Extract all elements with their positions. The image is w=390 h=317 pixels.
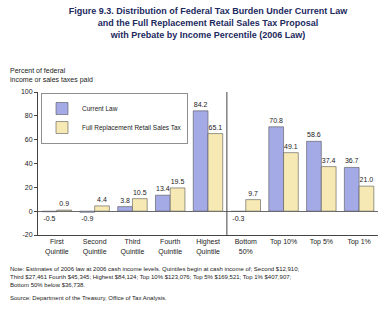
svg-text:FirstQuintile: FirstQuintile [45, 238, 69, 255]
svg-text:20: 20 [25, 184, 33, 191]
svg-text:36.7: 36.7 [345, 157, 359, 164]
svg-text:Figure 9.3. Distribution of Fe: Figure 9.3. Distribution of Federal Tax … [69, 6, 348, 39]
svg-text:Top 1%: Top 1% [347, 238, 370, 246]
svg-text:100: 100 [21, 88, 33, 95]
svg-text:Bottom50%: Bottom50% [235, 238, 257, 254]
svg-text:-0.5: -0.5 [43, 215, 55, 222]
svg-text:Top 10%: Top 10% [270, 238, 297, 246]
svg-text:10.5: 10.5 [133, 189, 147, 196]
svg-text:Top 5%: Top 5% [310, 238, 333, 246]
svg-text:37.4: 37.4 [322, 157, 336, 164]
svg-text:4.4: 4.4 [97, 196, 107, 203]
svg-text:-0.9: -0.9 [81, 215, 93, 222]
svg-text:Full Replacement Retail Sales: Full Replacement Retail Sales Tax [82, 124, 182, 132]
svg-text:60: 60 [25, 136, 33, 143]
svg-text:19.5: 19.5 [171, 178, 185, 185]
svg-text:70.8: 70.8 [269, 117, 283, 124]
svg-text:0: 0 [29, 208, 33, 215]
svg-text:FourthQuintile: FourthQuintile [158, 238, 182, 255]
svg-text:HighestQuintile: HighestQuintile [196, 238, 220, 255]
svg-text:0.9: 0.9 [59, 200, 69, 207]
svg-text:65.1: 65.1 [208, 124, 222, 131]
svg-text:-20: -20 [22, 231, 32, 238]
svg-text:Note: Estimates of 2006 law at: Note: Estimates of 2006 law at 2006 cash… [10, 266, 300, 288]
svg-text:21.0: 21.0 [360, 176, 374, 183]
svg-text:13.4: 13.4 [156, 185, 170, 192]
svg-text:40: 40 [25, 160, 33, 167]
svg-text:80: 80 [25, 112, 33, 119]
svg-text:58.6: 58.6 [307, 131, 321, 138]
svg-text:-0.3: -0.3 [232, 215, 244, 222]
svg-text:9.7: 9.7 [248, 190, 258, 197]
svg-text:3.8: 3.8 [120, 197, 130, 204]
svg-text:Current Law: Current Law [82, 105, 118, 112]
svg-text:84.2: 84.2 [194, 101, 208, 108]
svg-text:Percent of federalincome or sa: Percent of federalincome or sales taxes … [10, 67, 93, 84]
svg-text:ThirdQuintile: ThirdQuintile [121, 238, 145, 255]
svg-text:SecondQuintile: SecondQuintile [83, 238, 107, 255]
svg-text:49.1: 49.1 [284, 143, 298, 150]
svg-text:Source: Department of the Trea: Source: Department of the Treasury, Offi… [10, 295, 167, 301]
